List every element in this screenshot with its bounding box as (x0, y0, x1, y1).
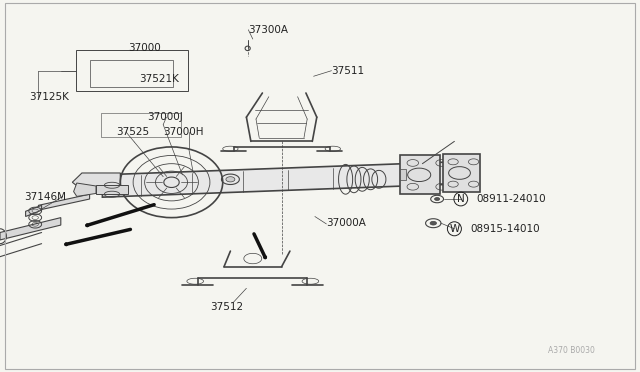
Bar (76, 50, 188, 91)
Text: 37000A: 37000A (326, 218, 366, 228)
Text: N: N (457, 194, 465, 204)
Ellipse shape (430, 221, 436, 225)
Polygon shape (443, 154, 480, 192)
Polygon shape (102, 162, 454, 197)
Polygon shape (74, 183, 96, 196)
Text: 37125K: 37125K (29, 92, 68, 102)
Polygon shape (38, 194, 90, 210)
Text: 37521K: 37521K (140, 74, 179, 84)
Text: W: W (449, 224, 460, 234)
Text: 08911-24010: 08911-24010 (477, 194, 547, 204)
Bar (90, 60, 173, 87)
Bar (101, 113, 181, 137)
Text: 37525: 37525 (116, 127, 150, 137)
Text: 37146M: 37146M (24, 192, 67, 202)
Text: 37300A: 37300A (248, 25, 288, 35)
Polygon shape (72, 173, 120, 190)
Text: 37511: 37511 (332, 66, 365, 76)
Text: A370 B0030: A370 B0030 (548, 346, 595, 355)
Polygon shape (400, 155, 440, 194)
Text: 08915-14010: 08915-14010 (470, 224, 540, 234)
Text: 37000J: 37000J (147, 112, 183, 122)
Polygon shape (26, 205, 42, 217)
Ellipse shape (435, 198, 440, 201)
Text: 37000: 37000 (128, 44, 161, 53)
Polygon shape (0, 218, 61, 240)
Text: 37000H: 37000H (163, 127, 204, 137)
Polygon shape (96, 185, 128, 194)
Ellipse shape (226, 177, 235, 182)
Polygon shape (400, 169, 406, 180)
Text: 37512: 37512 (210, 302, 243, 312)
